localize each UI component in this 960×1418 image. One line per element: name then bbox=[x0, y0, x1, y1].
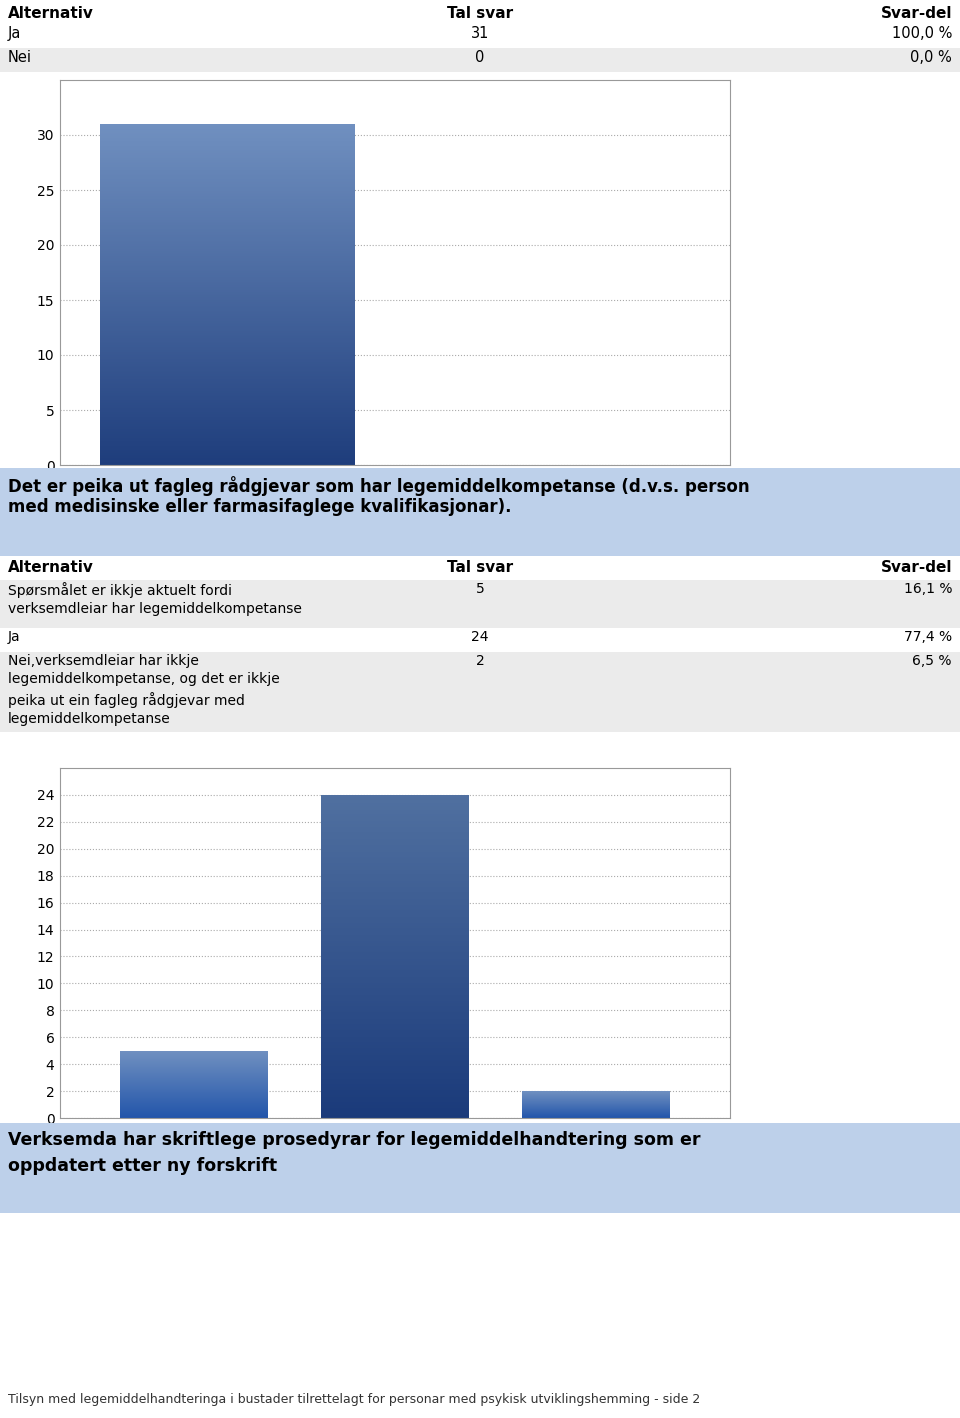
Text: Tal svar: Tal svar bbox=[447, 6, 513, 21]
Text: 0,0 %: 0,0 % bbox=[910, 50, 952, 65]
Text: 77,4 %: 77,4 % bbox=[904, 630, 952, 644]
Text: Det er peika ut fagleg rådgjevar som har legemiddelkompetanse (d.v.s. person: Det er peika ut fagleg rådgjevar som har… bbox=[8, 476, 750, 496]
Text: Alternativ: Alternativ bbox=[8, 6, 94, 21]
Bar bbox=[0, 652, 960, 732]
Text: oppdatert etter ny forskrift: oppdatert etter ny forskrift bbox=[8, 1157, 277, 1176]
Text: Nei,verksemdleiar har ikkje
legemiddelkompetanse, og det er ikkje
peika ut ein f: Nei,verksemdleiar har ikkje legemiddelko… bbox=[8, 654, 279, 726]
Bar bbox=[0, 24, 960, 48]
Text: Svar-del: Svar-del bbox=[880, 560, 952, 576]
Text: Ja: Ja bbox=[8, 26, 21, 41]
Text: 16,1 %: 16,1 % bbox=[903, 581, 952, 596]
Text: Tilsyn med legemiddelhandteringa i bustader tilrettelagt for personar med psykis: Tilsyn med legemiddelhandteringa i busta… bbox=[8, 1392, 700, 1405]
Text: 6,5 %: 6,5 % bbox=[913, 654, 952, 668]
Text: 100,0 %: 100,0 % bbox=[892, 26, 952, 41]
Text: Alternativ: Alternativ bbox=[8, 560, 94, 576]
Text: Nei: Nei bbox=[8, 50, 32, 65]
Text: Spørsmålet er ikkje aktuelt fordi
verksemdleiar har legemiddelkompetanse: Spørsmålet er ikkje aktuelt fordi verkse… bbox=[8, 581, 301, 617]
Text: 2: 2 bbox=[475, 654, 485, 668]
Text: 31: 31 bbox=[470, 26, 490, 41]
Bar bbox=[0, 628, 960, 652]
Text: 0: 0 bbox=[475, 50, 485, 65]
Text: 5: 5 bbox=[475, 581, 485, 596]
Text: Tal svar: Tal svar bbox=[447, 560, 513, 576]
Text: Ja: Ja bbox=[8, 630, 20, 644]
Text: Svar-del: Svar-del bbox=[880, 6, 952, 21]
Text: Verksemda har skriftlege prosedyrar for legemiddelhandtering som er: Verksemda har skriftlege prosedyrar for … bbox=[8, 1132, 701, 1149]
Bar bbox=[0, 580, 960, 628]
Text: 24: 24 bbox=[471, 630, 489, 644]
Text: med medisinske eller farmasifaglege kvalifikasjonar).: med medisinske eller farmasifaglege kval… bbox=[8, 498, 512, 516]
Bar bbox=[0, 48, 960, 72]
